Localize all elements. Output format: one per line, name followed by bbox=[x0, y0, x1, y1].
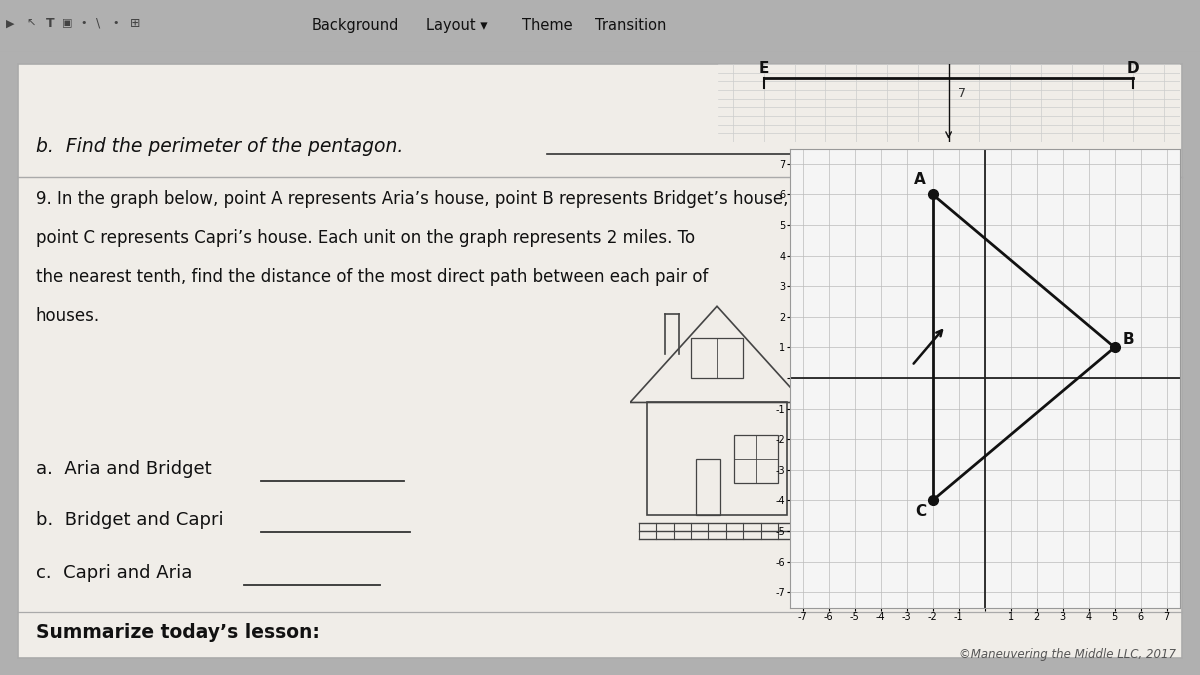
Text: A: A bbox=[914, 171, 926, 187]
Text: 9. In the graph below, point A represents Aria’s house, point B represents Bridg: 9. In the graph below, point A represent… bbox=[36, 190, 824, 209]
Text: houses.: houses. bbox=[36, 307, 100, 325]
FancyBboxPatch shape bbox=[18, 64, 1182, 658]
Text: B: B bbox=[1122, 332, 1134, 348]
Text: the nearest tenth, find the distance of the most direct path between each pair o: the nearest tenth, find the distance of … bbox=[36, 268, 708, 286]
Text: 7: 7 bbox=[958, 87, 966, 100]
Text: ⊞: ⊞ bbox=[130, 17, 140, 30]
Text: Layout ▾: Layout ▾ bbox=[426, 18, 487, 34]
Text: E: E bbox=[758, 61, 769, 76]
Text: a.  Aria and Bridget: a. Aria and Bridget bbox=[36, 460, 211, 478]
Text: Summarize today’s lesson:: Summarize today’s lesson: bbox=[36, 623, 319, 642]
Text: ©Maneuvering the Middle LLC, 2017: ©Maneuvering the Middle LLC, 2017 bbox=[959, 649, 1176, 662]
Text: Theme: Theme bbox=[522, 18, 572, 34]
Text: •: • bbox=[80, 18, 86, 28]
Text: ▣: ▣ bbox=[62, 18, 73, 28]
Text: ▶: ▶ bbox=[6, 18, 14, 28]
Text: C: C bbox=[914, 504, 926, 518]
Text: T: T bbox=[46, 17, 54, 30]
Text: c.  Capri and Aria: c. Capri and Aria bbox=[36, 564, 192, 582]
Text: •: • bbox=[113, 18, 119, 28]
Text: \: \ bbox=[96, 17, 101, 30]
Text: b.  Bridget and Capri: b. Bridget and Capri bbox=[36, 511, 223, 529]
Text: Transition: Transition bbox=[595, 18, 666, 34]
Text: ↖: ↖ bbox=[26, 18, 36, 28]
Text: D: D bbox=[1127, 61, 1140, 76]
Text: point C represents Capri’s house. Each unit on the graph represents 2 miles. To: point C represents Capri’s house. Each u… bbox=[36, 230, 695, 247]
Text: Background: Background bbox=[312, 18, 400, 34]
Text: b.  Find the perimeter of the pentagon.: b. Find the perimeter of the pentagon. bbox=[36, 136, 403, 156]
